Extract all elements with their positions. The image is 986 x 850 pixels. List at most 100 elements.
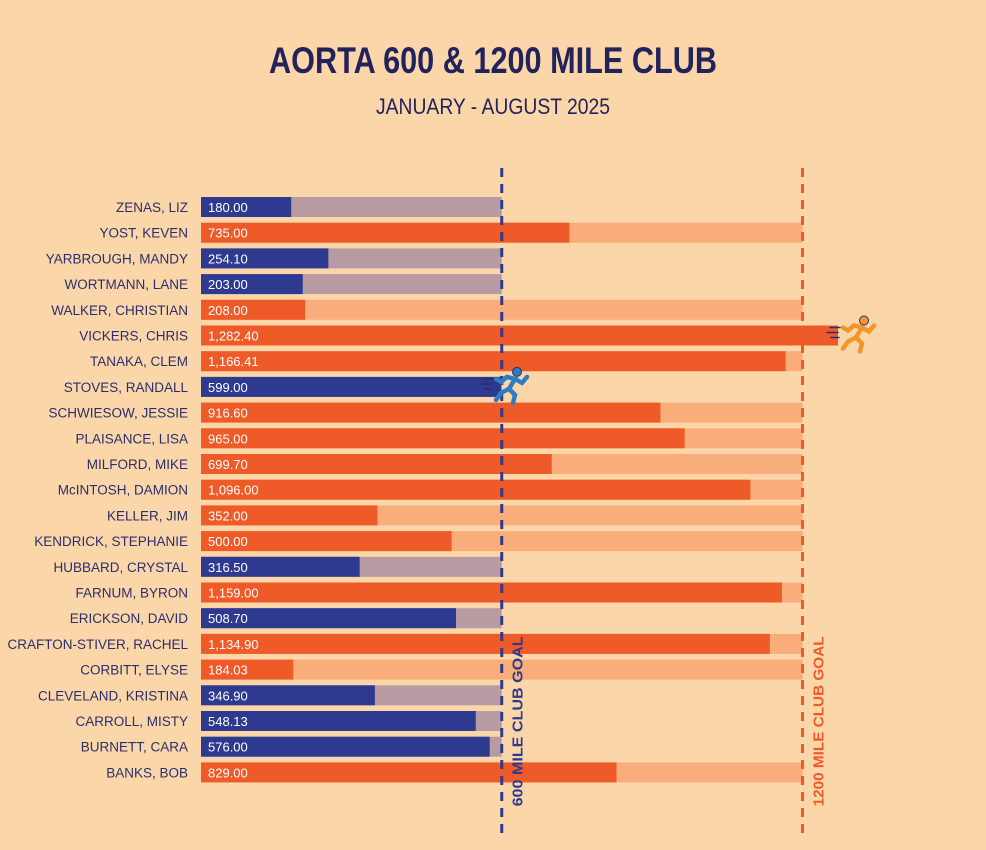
bar-value-label: 1,134.90 [208,637,259,652]
bar-row: YOST, KEVEN 735.00 [99,222,803,243]
bar-name-label: YOST, KEVEN [99,226,188,241]
bar-row: ERICKSON, DAVID 508.70 [70,608,502,629]
bar-fill [201,197,292,217]
bar-value-label: 508.70 [208,611,248,626]
bar-row: MILFORD, MIKE 699.70 [87,454,803,474]
bar-fill [201,685,375,706]
bar-name-label: FARNUM, BYRON [75,586,188,601]
chart-subtitle: JANUARY - AUGUST 2025 [376,94,610,119]
bar-value-label: 184.03 [208,663,248,678]
bar-name-label: CARROLL, MISTY [75,714,188,729]
bar-name-label: ERICKSON, DAVID [70,611,189,626]
bar-fill [201,428,685,449]
bar-name-label: HUBBARD, CRYSTAL [53,560,188,575]
bar-value-label: 916.60 [208,406,248,421]
bar-goal-track [201,299,803,320]
bar-fill [201,711,476,731]
bar-row: CARROLL, MISTY 548.13 [75,711,502,731]
bar-value-label: 1,282.40 [208,329,259,344]
bar-row: FARNUM, BYRON 1,159.00 [75,582,803,603]
runner-icon [479,366,530,406]
bar-value-label: 599.00 [208,380,248,395]
runner-markers-group [479,315,877,406]
bar-value-label: 352.00 [208,508,248,523]
bar-name-label: BURNETT, CARA [81,740,188,755]
runner-icon [826,315,877,354]
bar-name-label: VICKERS, CHRIS [79,329,188,344]
bar-fill [201,325,838,346]
bar-row: BURNETT, CARA 576.00 [81,736,502,757]
bar-name-label: SCHWIESOW, JESSIE [48,406,188,421]
goal-line-label: 1200 MILE CLUB GOAL [812,636,828,806]
bar-fill [201,556,360,577]
bar-name-label: McINTOSH, DAMION [58,483,188,498]
bar-name-label: PLAISANCE, LISA [75,431,188,446]
bar-row: PLAISANCE, LISA 965.00 [75,428,803,449]
bar-name-label: STOVES, RANDALL [64,380,189,395]
bar-row: TANAKA, CLEM 1,166.41 [90,351,803,372]
bar-row: McINTOSH, DAMION 1,096.00 [58,479,803,500]
bar-fill [201,299,306,320]
bar-row: VICKERS, CHRIS 1,282.40 [79,325,838,346]
bar-name-label: BANKS, BOB [106,765,188,780]
bar-value-label: 1,166.41 [208,354,259,369]
bar-value-label: 735.00 [208,226,248,241]
bar-name-label: CORBITT, ELYSE [80,663,188,678]
chart-title: AORTA 600 & 1200 MILE CLUB [269,40,717,81]
bar-value-label: 1,159.00 [208,586,259,601]
bar-value-label: 500.00 [208,534,248,549]
bar-value-label: 1,096.00 [208,483,259,498]
bar-name-label: YARBROUGH, MANDY [46,251,188,266]
goal-lines-group: 600 MILE CLUB GOAL 1200 MILE CLUB GOAL [500,168,828,834]
bar-name-label: WORTMANN, LANE [64,277,188,292]
bar-row: YARBROUGH, MANDY 254.10 [46,248,502,269]
bar-fill [201,479,751,500]
bar-value-label: 316.50 [208,560,248,575]
bar-fill [201,505,378,526]
bar-value-label: 576.00 [208,740,248,755]
bar-value-label: 699.70 [208,457,248,472]
bar-value-label: 548.13 [208,714,248,729]
bar-row: HUBBARD, CRYSTAL 316.50 [53,556,502,577]
bar-fill [201,248,329,269]
bar-value-label: 254.10 [208,251,248,266]
bar-fill [201,402,661,423]
bar-name-label: KENDRICK, STEPHANIE [34,534,188,549]
bar-value-label: 208.00 [208,303,248,318]
bar-fill [201,531,452,552]
bar-name-label: WALKER, CHRISTIAN [51,303,188,318]
bar-name-label: CLEVELAND, KRISTINA [38,688,188,703]
bar-value-label: 829.00 [208,765,248,780]
bar-name-label: CRAFTON-STIVER, RACHEL [7,637,188,652]
bar-row: WALKER, CHRISTIAN 208.00 [51,299,803,320]
bar-row: CRAFTON-STIVER, RACHEL 1,134.90 [7,633,803,654]
bar-fill [201,351,786,372]
bar-row: KENDRICK, STEPHANIE 500.00 [34,531,803,552]
bar-row: BANKS, BOB 829.00 [106,762,803,783]
bar-row: WORTMANN, LANE 203.00 [64,274,502,295]
bar-fill [201,582,782,603]
bar-row: ZENAS, LIZ 180.00 [116,197,502,217]
bars-group: ZENAS, LIZ 180.00 YOST, KEVEN 735.00 YARBROU… [7,197,838,783]
bar-fill [201,274,303,295]
bar-fill [201,659,294,680]
bar-row: CORBITT, ELYSE 184.03 [80,659,803,680]
bar-fill [201,376,502,397]
bar-value-label: 346.90 [208,688,248,703]
bar-fill [201,608,456,629]
bar-name-label: TANAKA, CLEM [90,354,188,369]
bar-name-label: MILFORD, MIKE [87,457,188,472]
bar-fill [201,633,770,654]
bar-row: KELLER, JIM 352.00 [107,505,803,526]
bar-fill [201,736,490,757]
bar-row: CLEVELAND, KRISTINA 346.90 [38,685,502,706]
bar-row: STOVES, RANDALL 599.00 [64,376,502,397]
bar-fill [201,222,570,243]
goal-line-label: 600 MILE CLUB GOAL [511,636,527,806]
bar-row: SCHWIESOW, JESSIE 916.60 [48,402,803,423]
bar-name-label: ZENAS, LIZ [116,200,188,215]
bar-value-label: 203.00 [208,277,248,292]
bar-value-label: 180.00 [208,200,248,215]
bar-value-label: 965.00 [208,431,248,446]
